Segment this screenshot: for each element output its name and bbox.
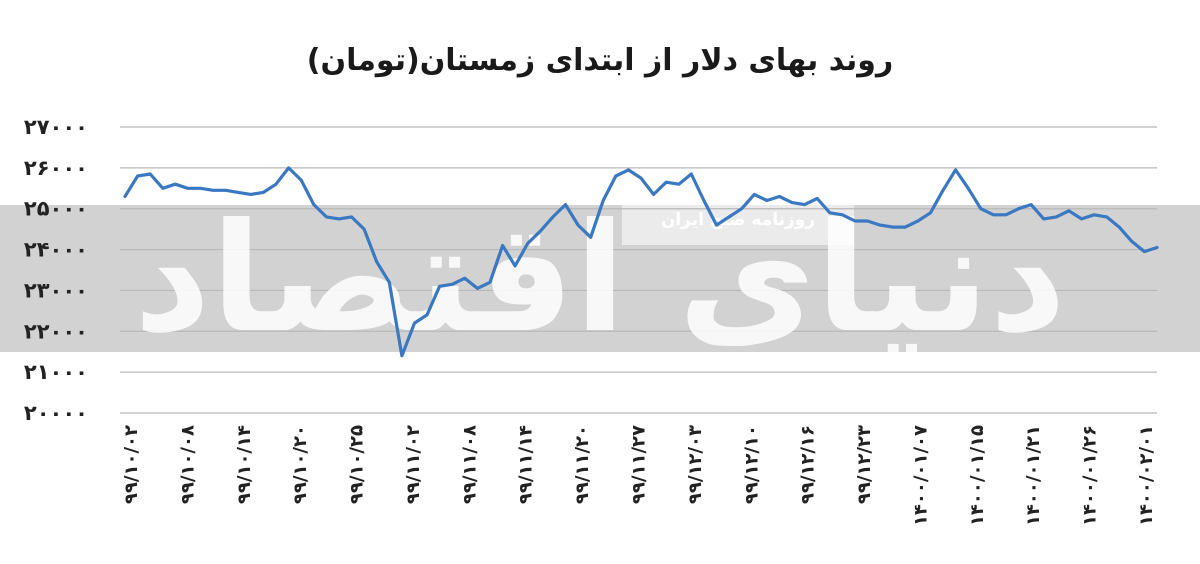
gridlines xyxy=(120,126,1157,414)
x-tick-label: ۱۴۰۰/۰۱/۰۷ xyxy=(910,425,931,526)
watermark-band-layer xyxy=(0,190,1200,352)
x-tick-label: ۹۹/۱۱/۰۸ xyxy=(459,425,480,504)
watermark-band xyxy=(0,205,1200,352)
x-tick-label: ۹۹/۱۰/۰۸ xyxy=(177,425,198,504)
x-tick-label: ۱۴۰۰/۰۱/۱۵ xyxy=(967,425,988,526)
y-tick-label: ۲۱۰۰۰ xyxy=(24,360,88,384)
x-tick-label: ۱۴۰۰/۰۱/۲۶ xyxy=(1080,425,1101,526)
y-tick-label: ۲۲۰۰۰ xyxy=(24,319,88,343)
series-line xyxy=(123,166,1159,358)
x-tick-label: ۹۹/۱۲/۱۰ xyxy=(741,425,762,504)
x-tick-label: ۹۹/۱۰/۰۲ xyxy=(121,425,142,504)
x-tick-label: ۱۴۰۰/۰۲/۰۱ xyxy=(1136,425,1157,526)
y-tick-label: ۲۵۰۰۰ xyxy=(24,197,88,221)
x-tick-label: ۹۹/۱۰/۲۰ xyxy=(290,425,311,504)
series-layer xyxy=(123,166,1159,358)
x-tick-label: ۹۹/۱۱/۱۴ xyxy=(516,425,537,504)
chart-title: روند بهای دلار از ابتدای زمستان(تومان) xyxy=(307,43,893,78)
x-tick-label: ۹۹/۱۲/۲۳ xyxy=(854,425,875,504)
y-tick-label: ۲۶۰۰۰ xyxy=(24,156,88,180)
y-axis-tick-labels: ۲۷۰۰۰ ۲۶۰۰۰ ۲۵۰۰۰ ۲۴۰۰۰ ۲۳۰۰۰ ۲۲۰۰۰ ۲۱۰۰۰ ۲۰۰۰۰ xyxy=(24,115,88,425)
watermark-main-text: دنیای اقتصاد xyxy=(134,192,1067,366)
x-tick-label: ۹۹/۱۲/۱۶ xyxy=(798,425,819,504)
x-tick-label: ۹۹/۱۱/۰۲ xyxy=(403,425,424,504)
y-tick-label: ۲۷۰۰۰ xyxy=(24,115,88,139)
y-tick-label: ۲۴۰۰۰ xyxy=(24,238,88,262)
watermark-band-text: روزنامه صبح ایران xyxy=(661,210,815,230)
x-tick-label: ۹۹/۱۰/۱۴ xyxy=(234,425,255,504)
x-tick-label: ۹۹/۱۱/۲۰ xyxy=(572,425,593,504)
x-axis-tick-labels: ۹۹/۱۰/۰۲ ۹۹/۱۰/۰۸ ۹۹/۱۰/۱۴ ۹۹/۱۰/۲۰ ۹۹/۱۰/۲۵… xyxy=(121,425,1157,526)
y-tick-label: ۲۳۰۰۰ xyxy=(24,278,88,302)
x-tick-label: ۱۴۰۰/۰۱/۲۱ xyxy=(1023,425,1044,526)
x-tick-label: ۹۹/۱۰/۲۵ xyxy=(347,425,368,504)
x-tick-label: ۹۹/۱۱/۲۷ xyxy=(629,425,650,504)
y-tick-label: ۲۰۰۰۰ xyxy=(24,401,88,425)
x-tick-label: ۹۹/۱۲/۰۳ xyxy=(685,425,706,504)
